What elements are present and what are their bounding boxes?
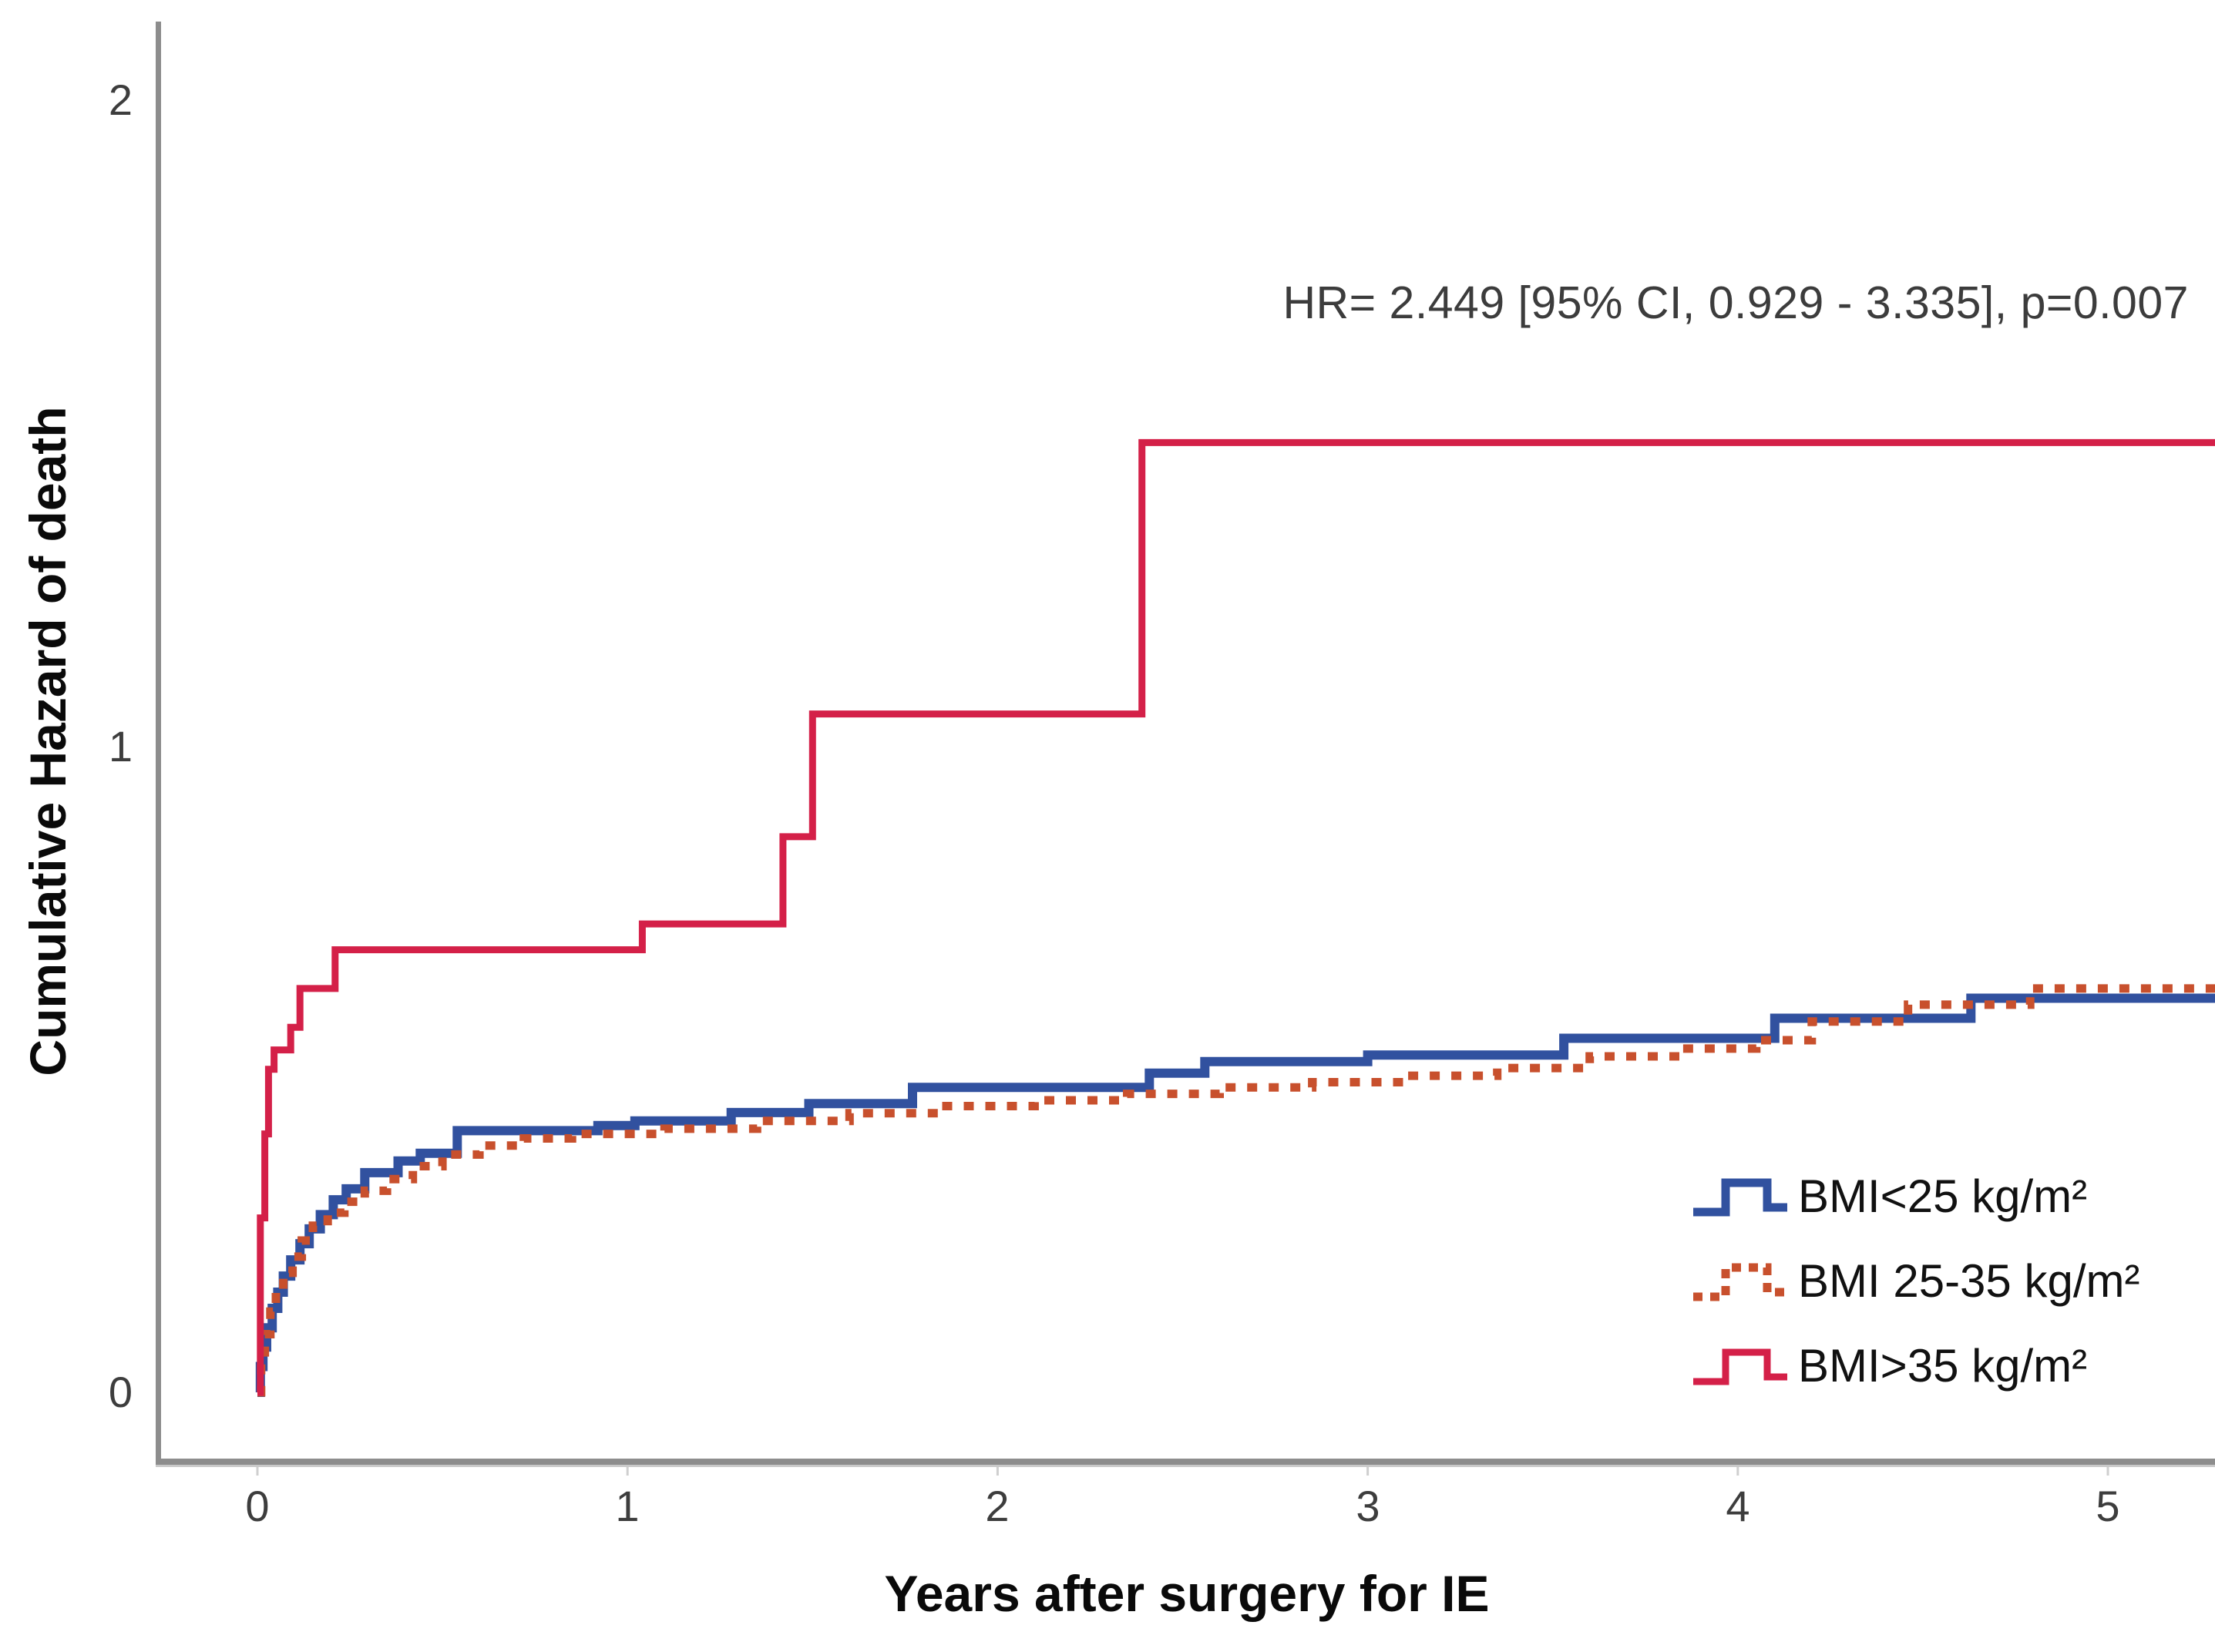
legend-label: BMI<25 kg/m² <box>1798 1170 2088 1222</box>
legend-label: BMI 25-35 kg/m² <box>1798 1255 2140 1307</box>
legend: BMI<25 kg/m² BMI 25-35 kg/m² BMI>35 kg/m… <box>1690 1154 2139 1409</box>
y-tick-0: 0 <box>108 1368 133 1416</box>
x-axis-line-shadow <box>156 1465 2215 1467</box>
legend-row-bmi-25-35: BMI 25-35 kg/m² <box>1690 1239 2139 1324</box>
x-tick-2: 2 <box>985 1482 1010 1530</box>
series-curve-2 <box>257 438 2215 1396</box>
hazard-curves <box>255 438 2215 1397</box>
hazard-ratio-annotation: HR= 2.449 [95% CI, 0.929 - 3.335], p=0.0… <box>1282 277 2189 328</box>
x-tick-3: 3 <box>1356 1482 1380 1530</box>
x-axis-title: Years after surgery for IE <box>884 1565 1490 1622</box>
y-axis-line <box>156 22 161 1463</box>
x-tick-0: 0 <box>245 1482 270 1530</box>
dotted-step-line-icon <box>1693 1263 1787 1301</box>
legend-row-bmi-gt-35: BMI>35 kg/m² <box>1690 1324 2139 1409</box>
y-axis-title: Cumulative Hazard of death <box>19 406 76 1076</box>
legend-row-bmi-lt-25: BMI<25 kg/m² <box>1690 1154 2139 1239</box>
legend-label: BMI>35 kg/m² <box>1798 1340 2088 1392</box>
y-tick-1: 1 <box>108 722 133 771</box>
x-tick-5: 5 <box>2096 1482 2120 1530</box>
step-line-icon <box>1693 1178 1787 1217</box>
x-axis-line <box>156 1459 2215 1465</box>
x-tick-4: 4 <box>1726 1482 1750 1530</box>
step-line-icon <box>1693 1348 1787 1385</box>
series-curve-1 <box>257 984 2215 1397</box>
y-tick-2: 2 <box>108 76 133 124</box>
series-curve-0 <box>255 993 2215 1397</box>
x-tick-1: 1 <box>615 1482 640 1530</box>
